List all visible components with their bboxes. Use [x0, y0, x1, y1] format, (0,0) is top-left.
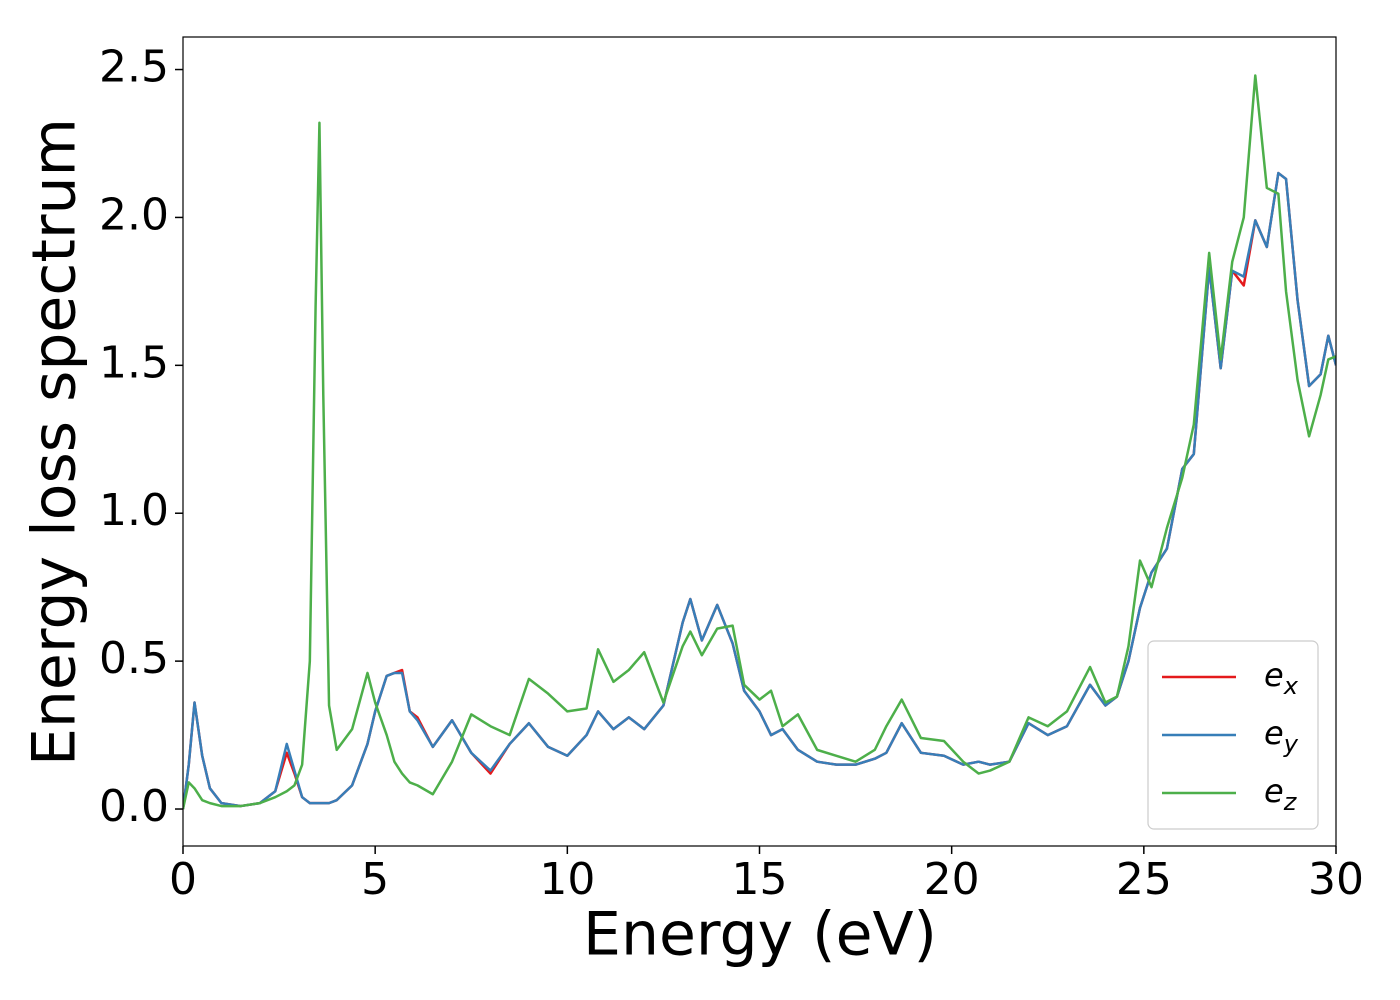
x-tick-label: 10	[539, 854, 595, 905]
y-tick-label: 1.0	[99, 485, 169, 536]
y-tick-label: 2.0	[99, 189, 169, 240]
legend-label: ex	[1264, 656, 1299, 700]
y-tick-label: 2.5	[99, 42, 169, 93]
x-tick-label: 30	[1308, 854, 1364, 905]
y-axis-label: Energy loss spectrum	[20, 118, 90, 766]
y-tick-label: 0.0	[99, 781, 169, 832]
series-line	[183, 74, 1336, 810]
x-tick-label: 0	[169, 854, 197, 905]
legend-label: ez	[1264, 772, 1298, 816]
x-axis-label: Energy (eV)	[583, 900, 937, 970]
x-tick-label: 15	[732, 854, 788, 905]
x-tick-label: 25	[1116, 854, 1172, 905]
y-tick-label: 1.5	[99, 337, 169, 388]
plot-frame	[182, 36, 1337, 847]
legend-label: ey	[1264, 714, 1299, 758]
x-tick-label: 5	[361, 854, 389, 905]
x-tick-label: 20	[924, 854, 980, 905]
y-tick-label: 0.5	[99, 633, 169, 684]
